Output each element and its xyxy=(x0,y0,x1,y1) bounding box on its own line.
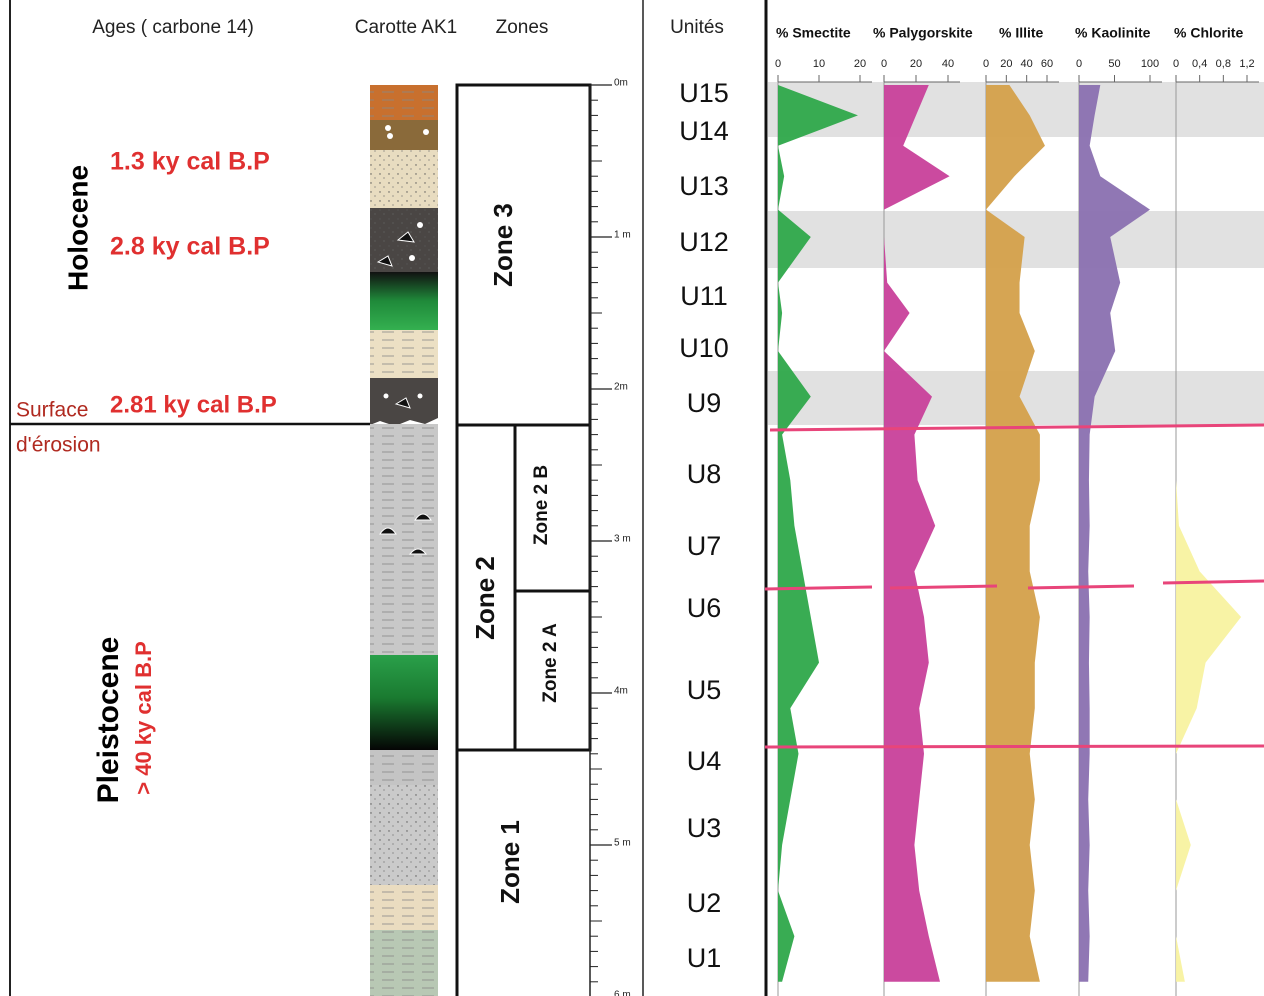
zone-label: Zone 2 A xyxy=(540,623,561,703)
depth-label: 2m xyxy=(614,382,628,393)
depth-label: 3 m xyxy=(614,534,631,545)
unit-label: U12 xyxy=(679,227,729,257)
unit-label: U14 xyxy=(679,116,729,146)
unit-label: U10 xyxy=(679,333,729,363)
scale-tick-label: 1,2 xyxy=(1239,58,1254,70)
scale-tick-label: 20 xyxy=(910,58,922,70)
depth-label: 1 m xyxy=(614,230,631,241)
age-label: > 40 ky cal B.P xyxy=(131,641,156,795)
zone-label: Zone 3 xyxy=(488,203,518,287)
surface-label: Surface xyxy=(16,399,88,422)
unit-label: U9 xyxy=(687,388,722,418)
mineral-area xyxy=(986,85,1045,982)
mineral-area xyxy=(1079,85,1150,982)
zone-boxes xyxy=(455,83,592,996)
depth-label: 6 m xyxy=(614,990,631,996)
zone-label: Zone 2 xyxy=(470,556,500,640)
mineral-header: % Chlorite xyxy=(1174,25,1243,41)
header: Unités xyxy=(670,17,724,38)
zone-label: Zone 2 B xyxy=(531,465,552,545)
scale-tick-label: 0,8 xyxy=(1216,58,1231,70)
core-log xyxy=(370,85,438,996)
mineral-area xyxy=(778,85,858,982)
unit-label: U6 xyxy=(687,593,722,623)
boundary-lines xyxy=(764,423,1264,749)
scale-tick-label: 40 xyxy=(942,58,954,70)
depth-label: 0m xyxy=(614,78,628,89)
unit-label: U7 xyxy=(687,531,722,561)
age-label: 1.3 ky cal B.P xyxy=(110,148,270,176)
age-label: 2.8 ky cal B.P xyxy=(110,233,270,261)
scale-tick-label: 0,4 xyxy=(1192,58,1207,70)
unit-label: U4 xyxy=(687,746,722,776)
unit-label: U1 xyxy=(687,943,722,973)
scale-tick-label: 40 xyxy=(1021,58,1033,70)
mineral-header: % Palygorskite xyxy=(873,25,973,41)
epoch-label: Holocene xyxy=(62,165,93,291)
unit-label: U13 xyxy=(679,171,729,201)
mineral-header: % Illite xyxy=(999,25,1044,41)
unit-label: U15 xyxy=(679,78,729,108)
scale-tick-label: 10 xyxy=(813,58,825,70)
header: Zones xyxy=(496,17,549,38)
mineral-area xyxy=(884,85,950,982)
zone-label: Zone 1 xyxy=(495,820,525,904)
depth-label: 4m xyxy=(614,686,628,697)
unit-label: U2 xyxy=(687,888,722,918)
scale-tick-label: 0 xyxy=(1076,58,1082,70)
header: Carotte AK1 xyxy=(355,17,457,38)
scale-tick-label: 0 xyxy=(1173,58,1179,70)
depth-label: 5 m xyxy=(614,838,631,849)
unit-label: U3 xyxy=(687,813,722,843)
mineral-profiles: % Smectite 0 10 20 % Palygorskite 0 20 40 % Illi… xyxy=(775,25,1259,996)
scale-tick-label: 100 xyxy=(1141,58,1159,70)
epoch-label: Pleistocene xyxy=(92,637,125,804)
mineral-header: % Kaolinite xyxy=(1075,25,1151,41)
scale-tick-label: 50 xyxy=(1108,58,1120,70)
unit-label: U5 xyxy=(687,675,722,705)
age-label: 2.81 ky cal B.P xyxy=(110,391,277,418)
unit-label: U11 xyxy=(680,281,728,311)
mineral-header: % Smectite xyxy=(776,25,851,41)
unit-label: U8 xyxy=(687,459,722,489)
scale-tick-label: 0 xyxy=(881,58,887,70)
scale-tick-label: 20 xyxy=(1000,58,1012,70)
scale-tick-label: 20 xyxy=(854,58,866,70)
scale-tick-label: 60 xyxy=(1041,58,1053,70)
scale-tick-label: 0 xyxy=(775,58,781,70)
header: Ages ( carbone 14) xyxy=(92,17,254,38)
scale-tick-label: 0 xyxy=(983,58,989,70)
erosion-label: d'érosion xyxy=(16,434,101,457)
